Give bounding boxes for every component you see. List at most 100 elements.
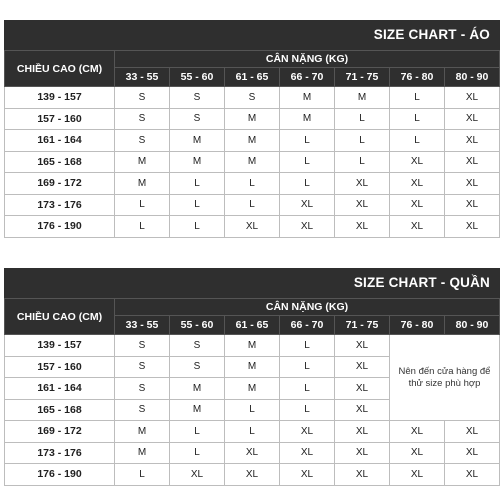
size-cell: XL [389, 172, 445, 195]
height-range-cell: 169 - 172 [4, 172, 115, 195]
size-cell: XL [389, 150, 445, 173]
size-cell: XL [334, 355, 390, 378]
weight-range-header: 55 - 60 [169, 67, 225, 87]
weight-range-header: 61 - 65 [224, 67, 280, 87]
size-cell: XL [224, 441, 280, 464]
size-cell: M [334, 86, 390, 109]
size-cell: XL [279, 215, 335, 238]
size-chart-quan-title: SIZE CHART - QUẦN [4, 268, 500, 298]
weight-header: CÂN NẶNG (KG) [114, 50, 500, 68]
size-cell: M [169, 377, 225, 400]
height-range-cell: 173 - 176 [4, 193, 115, 216]
size-cell: M [224, 107, 280, 130]
height-range-cell: 176 - 190 [4, 215, 115, 238]
size-cell: M [224, 334, 280, 357]
height-range-cell: 157 - 160 [4, 107, 115, 130]
weight-range-header: 71 - 75 [334, 67, 390, 87]
size-cell: L [169, 172, 225, 195]
size-cell: S [114, 334, 170, 357]
size-cell: S [114, 355, 170, 378]
table-row: 165 - 168 M M M L L XL XL [4, 150, 500, 173]
size-cell: M [224, 377, 280, 400]
table-row: 157 - 160 S S M M L L XL [4, 107, 500, 130]
height-range-cell: 139 - 157 [4, 334, 115, 357]
size-cell: M [224, 355, 280, 378]
size-cell: XL [334, 377, 390, 400]
size-cell: XL [279, 420, 335, 443]
size-cell: XL [279, 441, 335, 464]
height-range-cell: 176 - 190 [4, 463, 115, 486]
weight-range-header: 71 - 75 [334, 315, 390, 335]
size-cell: M [114, 420, 170, 443]
size-cell: M [114, 150, 170, 173]
size-cell: XL [224, 215, 280, 238]
size-cell: XL [444, 129, 500, 152]
size-cell: L [279, 129, 335, 152]
height-header: CHIỀU CAO (CM) [4, 50, 115, 87]
table-row: 169 - 172 M L L XL XL XL XL [4, 420, 500, 443]
size-cell: S [114, 377, 170, 400]
size-cell: M [114, 441, 170, 464]
weight-range-header: 33 - 55 [114, 67, 170, 87]
size-cell: XL [334, 463, 390, 486]
size-cell: S [169, 86, 225, 109]
table-row: 173 - 176 M L XL XL XL XL XL [4, 441, 500, 464]
size-cell: M [279, 86, 335, 109]
size-cell: XL [389, 463, 445, 486]
height-range-cell: 161 - 164 [4, 129, 115, 152]
size-cell: M [169, 129, 225, 152]
size-cell: L [334, 107, 390, 130]
size-cell: L [279, 355, 335, 378]
size-cell: S [169, 334, 225, 357]
size-cell: L [169, 215, 225, 238]
table-row: 139 - 157 S S S M M L XL [4, 86, 500, 109]
size-cell: L [279, 150, 335, 173]
table-row: 176 - 190 L L XL XL XL XL XL [4, 215, 500, 238]
size-cell: L [224, 172, 280, 195]
size-chart-ao: SIZE CHART - ÁO CHIỀU CAO (CM) CÂN NẶNG … [4, 20, 500, 238]
size-cell: XL [444, 463, 500, 486]
size-cell: L [389, 129, 445, 152]
size-cell: L [279, 398, 335, 421]
table-row: 161 - 164 S M M L XL [4, 377, 500, 400]
size-cell: S [169, 107, 225, 130]
size-cell: L [114, 215, 170, 238]
size-cell: S [114, 107, 170, 130]
size-cell: XL [444, 172, 500, 195]
weight-range-header: 55 - 60 [169, 315, 225, 335]
size-cell: L [169, 420, 225, 443]
size-chart-quan: SIZE CHART - QUẦN CHIỀU CAO (CM) CÂN NẶN… [4, 268, 500, 486]
size-cell: XL [334, 172, 390, 195]
table-row: 173 - 176 L L L XL XL XL XL [4, 193, 500, 216]
size-cell: M [224, 129, 280, 152]
size-cell: XL [444, 420, 500, 443]
weight-range-header: 76 - 80 [389, 315, 445, 335]
table-row: 176 - 190 L XL XL XL XL XL XL [4, 463, 500, 486]
size-cell: XL [279, 463, 335, 486]
height-range-cell: 165 - 168 [4, 398, 115, 421]
height-range-cell: 157 - 160 [4, 355, 115, 378]
size-cell: XL [444, 215, 500, 238]
weight-range-header: 61 - 65 [224, 315, 280, 335]
size-cell: XL [334, 441, 390, 464]
table-row: 139 - 157 S S M L XL Nên đến cửa hàng để thử s… [4, 334, 500, 421]
size-cell: XL [389, 441, 445, 464]
size-cell: L [389, 107, 445, 130]
weight-range-header: 76 - 80 [389, 67, 445, 87]
height-range-cell: 173 - 176 [4, 441, 115, 464]
size-cell: XL [334, 193, 390, 216]
size-cell: L [224, 193, 280, 216]
height-range-cell: 161 - 164 [4, 377, 115, 400]
size-cell: S [114, 86, 170, 109]
size-cell: M [224, 150, 280, 173]
size-cell: XL [169, 463, 225, 486]
table-row: 157 - 160 S S M L XL [4, 355, 500, 378]
size-table-quan: CHIỀU CAO (CM) CÂN NẶNG (KG) 33 - 55 55 -… [4, 298, 500, 486]
size-cell: L [334, 150, 390, 173]
size-cell: L [169, 441, 225, 464]
table-row: 161 - 164 S M M L L L XL [4, 129, 500, 152]
height-header: CHIỀU CAO (CM) [4, 298, 115, 335]
size-cell: XL [279, 193, 335, 216]
table-row: 165 - 168 S M L L XL [4, 398, 500, 421]
weight-header: CÂN NẶNG (KG) [114, 298, 500, 316]
